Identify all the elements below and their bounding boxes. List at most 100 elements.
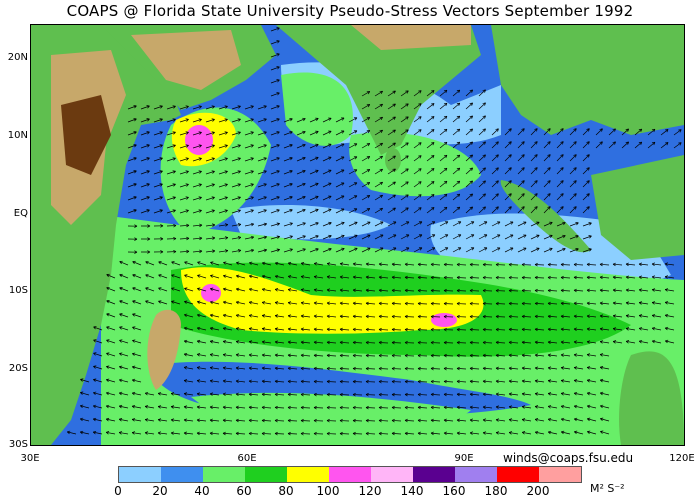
stress-vector-head — [417, 288, 421, 291]
stress-vector-head — [482, 141, 486, 143]
stress-vector-head — [210, 353, 214, 355]
stress-vector — [652, 302, 662, 305]
stress-vector-head — [147, 251, 151, 254]
stress-vector-head — [224, 131, 228, 133]
stress-vector-head — [432, 129, 435, 133]
stress-vector-head — [599, 314, 603, 317]
legend-tick-160: 160 — [442, 484, 466, 498]
stress-vector-head — [417, 340, 421, 343]
stress-vector-head — [404, 275, 408, 278]
stress-vector — [483, 419, 493, 422]
stress-vector-head — [612, 314, 617, 317]
stress-vector-head — [209, 327, 213, 331]
stress-vector-head — [185, 118, 189, 120]
stress-vector-head — [261, 405, 265, 408]
stress-vector — [197, 367, 207, 370]
stress-vector-head — [547, 379, 552, 381]
stress-vector-head — [443, 329, 447, 332]
stress-vector-head — [469, 432, 473, 435]
stress-vector — [413, 129, 422, 136]
stress-vector-head — [197, 366, 201, 368]
stress-vector-head — [561, 404, 565, 407]
stress-vector-head — [469, 329, 473, 332]
stress-vector-head — [430, 264, 434, 267]
stress-vector-head — [199, 197, 202, 200]
stress-vector-head — [264, 223, 267, 227]
stress-vector-head — [184, 274, 187, 278]
stress-vector — [483, 432, 493, 435]
stress-vector-head — [482, 288, 486, 291]
landmass-sri-lanka — [385, 148, 401, 172]
stress-vector — [548, 431, 558, 435]
stress-vector — [132, 353, 142, 357]
stress-vector-head — [417, 432, 421, 436]
stress-vector — [270, 170, 280, 175]
stress-vector-head — [313, 392, 317, 395]
stress-vector — [249, 367, 259, 370]
stress-vector-head — [183, 353, 187, 357]
stress-vector-head — [171, 274, 175, 276]
stress-vector-head — [264, 105, 267, 109]
stress-vector-head — [225, 106, 228, 109]
legend-swatch-60-80 — [245, 467, 287, 482]
stress-vector-head — [196, 419, 200, 423]
stress-vector-head — [508, 275, 512, 278]
stress-vector-head — [521, 380, 525, 383]
stress-vector — [587, 302, 597, 305]
stress-vector-head — [587, 379, 591, 381]
stress-vector-head — [521, 406, 525, 409]
stress-vector-head — [495, 432, 499, 435]
stress-vector — [145, 406, 155, 409]
stress-vector — [197, 301, 207, 305]
stress-vector-head — [586, 315, 590, 318]
stress-vector-head — [495, 275, 499, 278]
stress-vector-head — [303, 131, 306, 135]
stress-vector-head — [225, 132, 228, 135]
stress-vector-head — [274, 275, 278, 279]
stress-vector — [361, 208, 370, 214]
stress-vector — [600, 405, 610, 409]
stress-vector — [387, 129, 396, 136]
stress-vector — [223, 275, 233, 279]
stress-vector-head — [160, 183, 163, 187]
stress-vector — [166, 118, 176, 123]
stress-vector — [262, 380, 272, 383]
stress-vector-head — [404, 407, 408, 410]
stress-vector-head — [432, 155, 435, 159]
stress-vector-head — [264, 157, 267, 161]
stress-vector-head — [300, 341, 304, 345]
stress-vector — [205, 145, 215, 149]
stress-vector-head — [536, 141, 538, 145]
stress-vector — [145, 261, 155, 266]
stress-vector — [574, 418, 584, 422]
stress-vector-head — [484, 89, 486, 93]
stress-vector — [309, 131, 319, 136]
stress-vector-head — [432, 234, 436, 238]
stress-vector — [205, 106, 215, 110]
stress-vector — [313, 368, 324, 370]
stress-vector-head — [417, 381, 421, 384]
stress-vector-head — [105, 432, 109, 435]
stress-vector-head — [170, 393, 174, 396]
stress-vector — [244, 144, 254, 149]
stress-vector-head — [482, 419, 486, 422]
stress-vector — [236, 367, 246, 370]
stress-vector — [262, 393, 272, 396]
stress-vector-head — [651, 288, 656, 290]
stress-vector-head — [222, 419, 226, 423]
stress-vector — [244, 236, 254, 240]
landmass-southeast-asia — [491, 25, 684, 135]
stress-vector-head — [469, 418, 473, 421]
stress-vector-head — [391, 366, 395, 369]
stress-vector-head — [235, 433, 239, 436]
stress-vector-head — [197, 300, 201, 302]
stress-vector — [348, 130, 358, 136]
stress-vector — [530, 180, 538, 188]
stress-vector — [387, 168, 396, 175]
stress-vector-head — [119, 313, 122, 317]
stress-vector — [257, 196, 267, 201]
stress-vector-head — [601, 141, 603, 145]
stress-vector-head — [290, 144, 293, 148]
stress-vector-head — [300, 366, 304, 369]
stress-vector — [223, 301, 233, 305]
